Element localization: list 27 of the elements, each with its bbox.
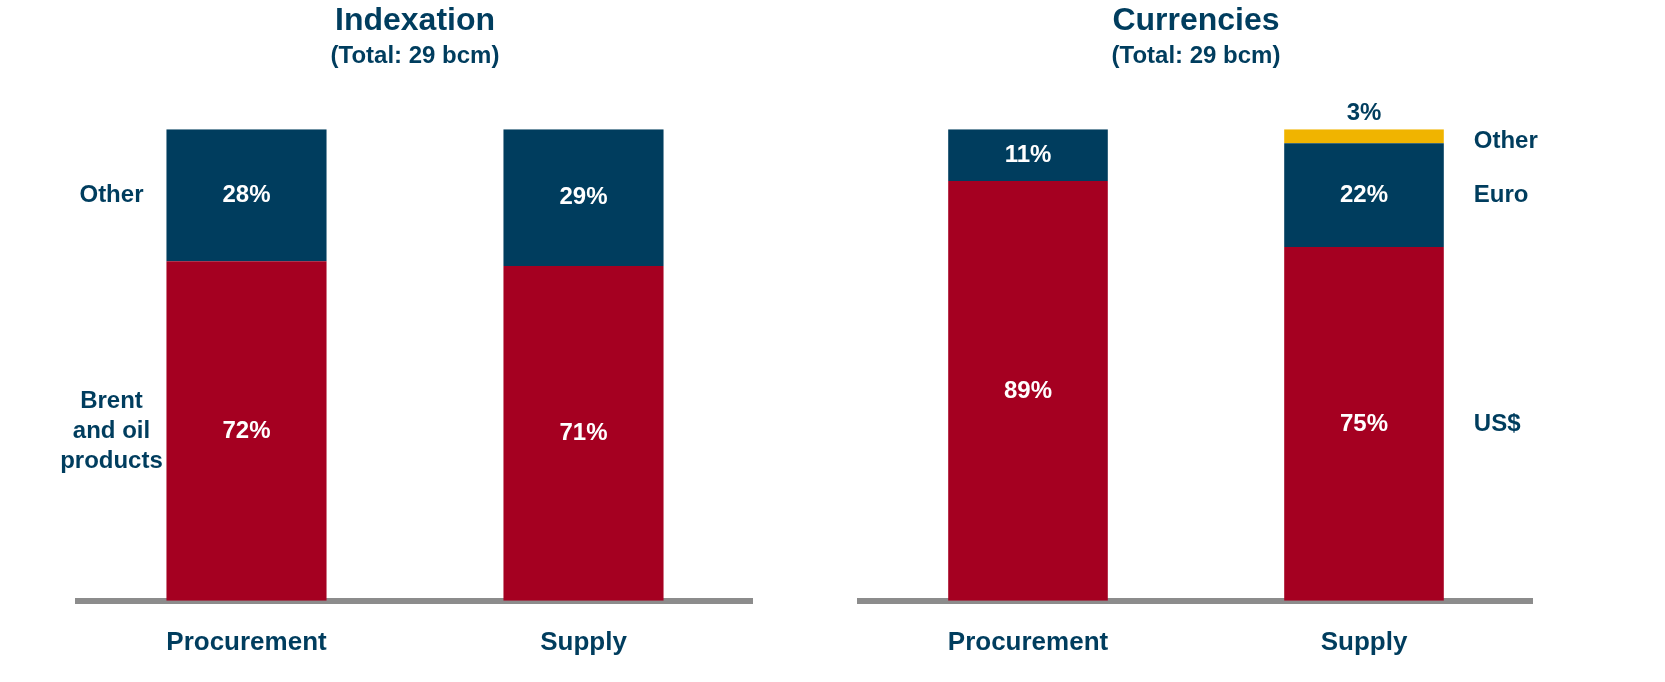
data-label: 28% xyxy=(222,179,271,207)
chart-title: Currencies xyxy=(1112,1,1280,38)
bar xyxy=(1284,129,1444,144)
x-tick-label: Supply xyxy=(1320,625,1408,656)
series-label: Brent and oil products xyxy=(60,385,163,473)
data-label: 72% xyxy=(222,415,271,443)
data-label: 29% xyxy=(559,182,608,210)
data-label: 75% xyxy=(1339,408,1389,436)
x-tick-label: Procurement xyxy=(166,625,328,656)
data-label: 11% xyxy=(1004,139,1052,167)
series-label: US$ xyxy=(1473,408,1522,436)
x-tick-label: Supply xyxy=(540,625,628,656)
chart-subtitle: (Total: 29 bcm) xyxy=(330,41,500,69)
chart-title: Indexation xyxy=(334,1,496,38)
bar xyxy=(1284,247,1444,601)
data-label: 71% xyxy=(559,418,608,446)
bar xyxy=(948,181,1108,601)
bar xyxy=(1284,143,1444,248)
data-label: 22% xyxy=(1339,179,1389,207)
series-label: Other xyxy=(1473,125,1538,153)
data-label: 3% xyxy=(1346,97,1382,125)
bar xyxy=(948,129,1108,182)
series-label: Other xyxy=(79,179,144,207)
x-tick-label: Procurement xyxy=(947,625,1109,656)
series-label: Euro xyxy=(1473,179,1529,207)
data-label: 89% xyxy=(1003,375,1053,403)
chart-subtitle: (Total: 29 bcm) xyxy=(1111,41,1281,69)
